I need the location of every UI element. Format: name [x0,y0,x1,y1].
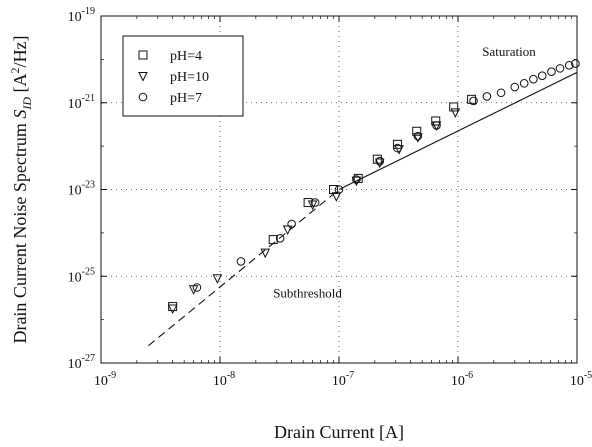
y-tick-label: 10-19 [68,6,95,25]
annotation-subthreshold: Subthreshold [273,286,342,301]
y-tick-label: 10-25 [68,266,95,285]
legend-entry-label: pH=4 [170,49,202,64]
legend-entry-label: pH=7 [170,91,202,106]
x-tick-label: 10-5 [570,370,592,389]
data-point-ph-4 [450,103,458,111]
legend: pH=4 pH=10 pH=7 [123,36,243,116]
x-tick-label: 10-6 [451,370,473,389]
x-axis-title: Drain Current [A] [274,422,404,442]
y-tick-label: 10-23 [68,180,95,199]
data-point-ph-4 [468,95,476,103]
data-point-ph-7 [538,72,546,80]
data-point-ph-7 [483,93,491,101]
data-point-ph-10 [169,305,177,313]
y-tick-label: 10-27 [68,353,95,372]
x-tick-label: 10-7 [332,370,354,389]
data-point-ph-4 [269,236,277,244]
data-point-ph-7 [556,65,564,73]
data-point-ph-7 [548,68,556,76]
data-point-ph-7 [511,83,519,91]
y-tick-label: 10-21 [68,93,95,112]
annotation-saturation: Saturation [482,44,536,59]
x-tick-label: 10-9 [94,370,116,389]
data-point-ph-7 [520,80,528,88]
dashed-fit-line [148,190,339,346]
data-point-ph-7 [237,258,245,266]
legend-entry-label: pH=10 [170,70,209,85]
data-point-ph-7 [497,89,505,97]
y-axis-title: Drain Current Noise Spectrum SID [A2/Hz] [8,35,34,343]
annotations: Saturation Subthreshold [273,44,536,301]
x-tick-label: 10-8 [213,370,235,389]
data-point-ph-7 [530,75,538,83]
